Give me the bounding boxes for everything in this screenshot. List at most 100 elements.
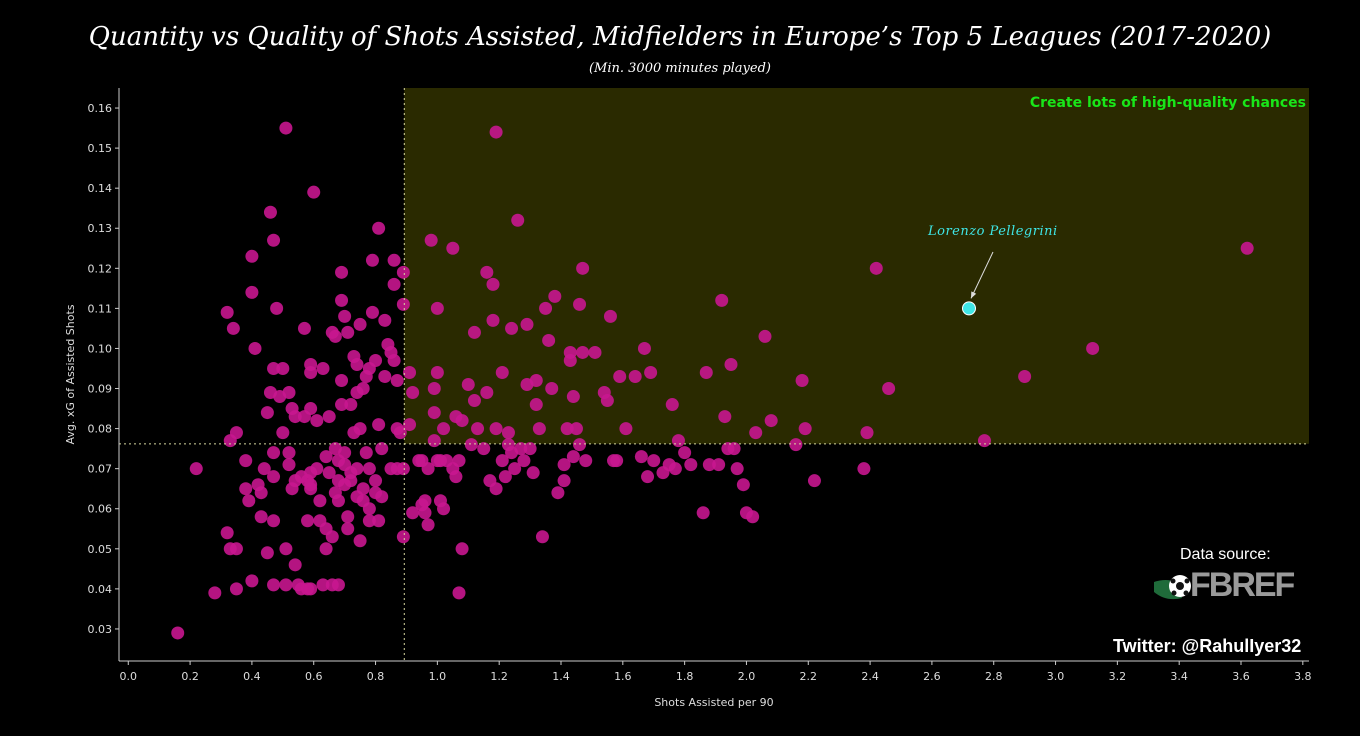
data-point bbox=[378, 313, 392, 327]
data-point bbox=[282, 386, 296, 400]
data-point bbox=[498, 470, 512, 484]
x-tick-label: 1.6 bbox=[614, 670, 632, 683]
data-point bbox=[279, 542, 293, 556]
data-point bbox=[350, 462, 364, 476]
data-point bbox=[341, 522, 355, 536]
data-point bbox=[263, 205, 277, 219]
data-point bbox=[678, 446, 692, 460]
data-point bbox=[338, 309, 352, 323]
data-point bbox=[307, 185, 321, 199]
data-point bbox=[301, 514, 315, 528]
data-point bbox=[316, 361, 330, 375]
data-point bbox=[372, 418, 386, 432]
data-point bbox=[267, 446, 281, 460]
data-point bbox=[189, 462, 203, 476]
data-point bbox=[226, 321, 240, 335]
data-point bbox=[600, 394, 614, 408]
x-tick-label: 0.2 bbox=[181, 670, 199, 683]
data-point bbox=[248, 341, 262, 355]
data-point bbox=[526, 466, 540, 480]
data-point bbox=[304, 402, 318, 416]
data-point bbox=[171, 626, 185, 640]
data-point bbox=[637, 341, 651, 355]
data-point bbox=[758, 329, 772, 343]
data-point bbox=[619, 422, 633, 436]
data-point bbox=[461, 378, 475, 392]
data-point bbox=[257, 462, 271, 476]
data-point bbox=[545, 382, 559, 396]
data-point bbox=[807, 474, 821, 488]
data-point bbox=[505, 321, 519, 335]
data-point bbox=[406, 386, 420, 400]
data-point bbox=[798, 422, 812, 436]
data-point bbox=[375, 442, 389, 456]
data-point bbox=[403, 418, 417, 432]
x-tick-label: 1.8 bbox=[676, 670, 694, 683]
data-point bbox=[563, 353, 577, 367]
data-point bbox=[430, 365, 444, 379]
data-point bbox=[372, 514, 386, 528]
data-point bbox=[356, 382, 370, 396]
data-point bbox=[279, 121, 293, 135]
data-point bbox=[322, 410, 336, 424]
data-point bbox=[362, 462, 376, 476]
data-point bbox=[860, 426, 874, 440]
x-tick-label: 3.6 bbox=[1232, 670, 1250, 683]
y-axis-label: Avg. xG of Assisted Shots bbox=[64, 304, 77, 444]
data-point bbox=[511, 213, 525, 227]
data-point bbox=[297, 321, 311, 335]
data-point bbox=[684, 458, 698, 472]
data-point bbox=[313, 494, 327, 508]
x-tick-label: 3.0 bbox=[1047, 670, 1065, 683]
data-point bbox=[548, 289, 562, 303]
data-point bbox=[365, 305, 379, 319]
data-point bbox=[718, 410, 732, 424]
y-tick-label: 0.07 bbox=[88, 463, 113, 476]
data-point bbox=[576, 261, 590, 275]
data-point bbox=[369, 353, 383, 367]
data-point bbox=[467, 325, 481, 339]
data-point bbox=[353, 534, 367, 548]
data-point bbox=[665, 398, 679, 412]
data-point bbox=[242, 494, 256, 508]
data-point bbox=[699, 365, 713, 379]
data-point bbox=[437, 422, 451, 436]
data-point bbox=[449, 470, 463, 484]
data-point bbox=[322, 466, 336, 480]
data-point bbox=[715, 293, 729, 307]
x-axis-ticks: 0.0 0.2 0.4 0.6 0.8 1.0 1.2 1.4 1.6 1.8 2.0 2.2 2.4 2… bbox=[120, 661, 1312, 683]
x-tick-label: 2.6 bbox=[923, 670, 941, 683]
data-point bbox=[387, 353, 401, 367]
y-tick-label: 0.08 bbox=[88, 423, 113, 436]
data-point bbox=[387, 253, 401, 267]
data-point bbox=[452, 586, 466, 600]
data-point bbox=[588, 345, 602, 359]
data-point bbox=[319, 542, 333, 556]
data-point bbox=[486, 277, 500, 291]
data-point bbox=[403, 365, 417, 379]
data-point bbox=[566, 450, 580, 464]
data-point bbox=[514, 442, 528, 456]
data-point bbox=[353, 422, 367, 436]
data-point bbox=[325, 530, 339, 544]
fbref-logo bbox=[1154, 575, 1191, 600]
data-point bbox=[736, 478, 750, 492]
data-point bbox=[471, 422, 485, 436]
data-point bbox=[501, 426, 515, 440]
data-point bbox=[1018, 370, 1032, 384]
data-point bbox=[310, 414, 324, 428]
data-point bbox=[430, 301, 444, 315]
x-tick-label: 3.8 bbox=[1294, 670, 1312, 683]
data-point bbox=[576, 345, 590, 359]
data-point bbox=[746, 510, 760, 524]
data-point bbox=[390, 374, 404, 388]
data-point bbox=[727, 442, 741, 456]
data-point bbox=[712, 458, 726, 472]
points-layer bbox=[171, 121, 1254, 640]
x-tick-label: 3.2 bbox=[1109, 670, 1127, 683]
data-point bbox=[362, 502, 376, 516]
data-point bbox=[455, 542, 469, 556]
y-tick-label: 0.03 bbox=[88, 623, 113, 636]
highlight-label: Lorenzo Pellegrini bbox=[928, 224, 1058, 239]
data-point bbox=[353, 317, 367, 331]
